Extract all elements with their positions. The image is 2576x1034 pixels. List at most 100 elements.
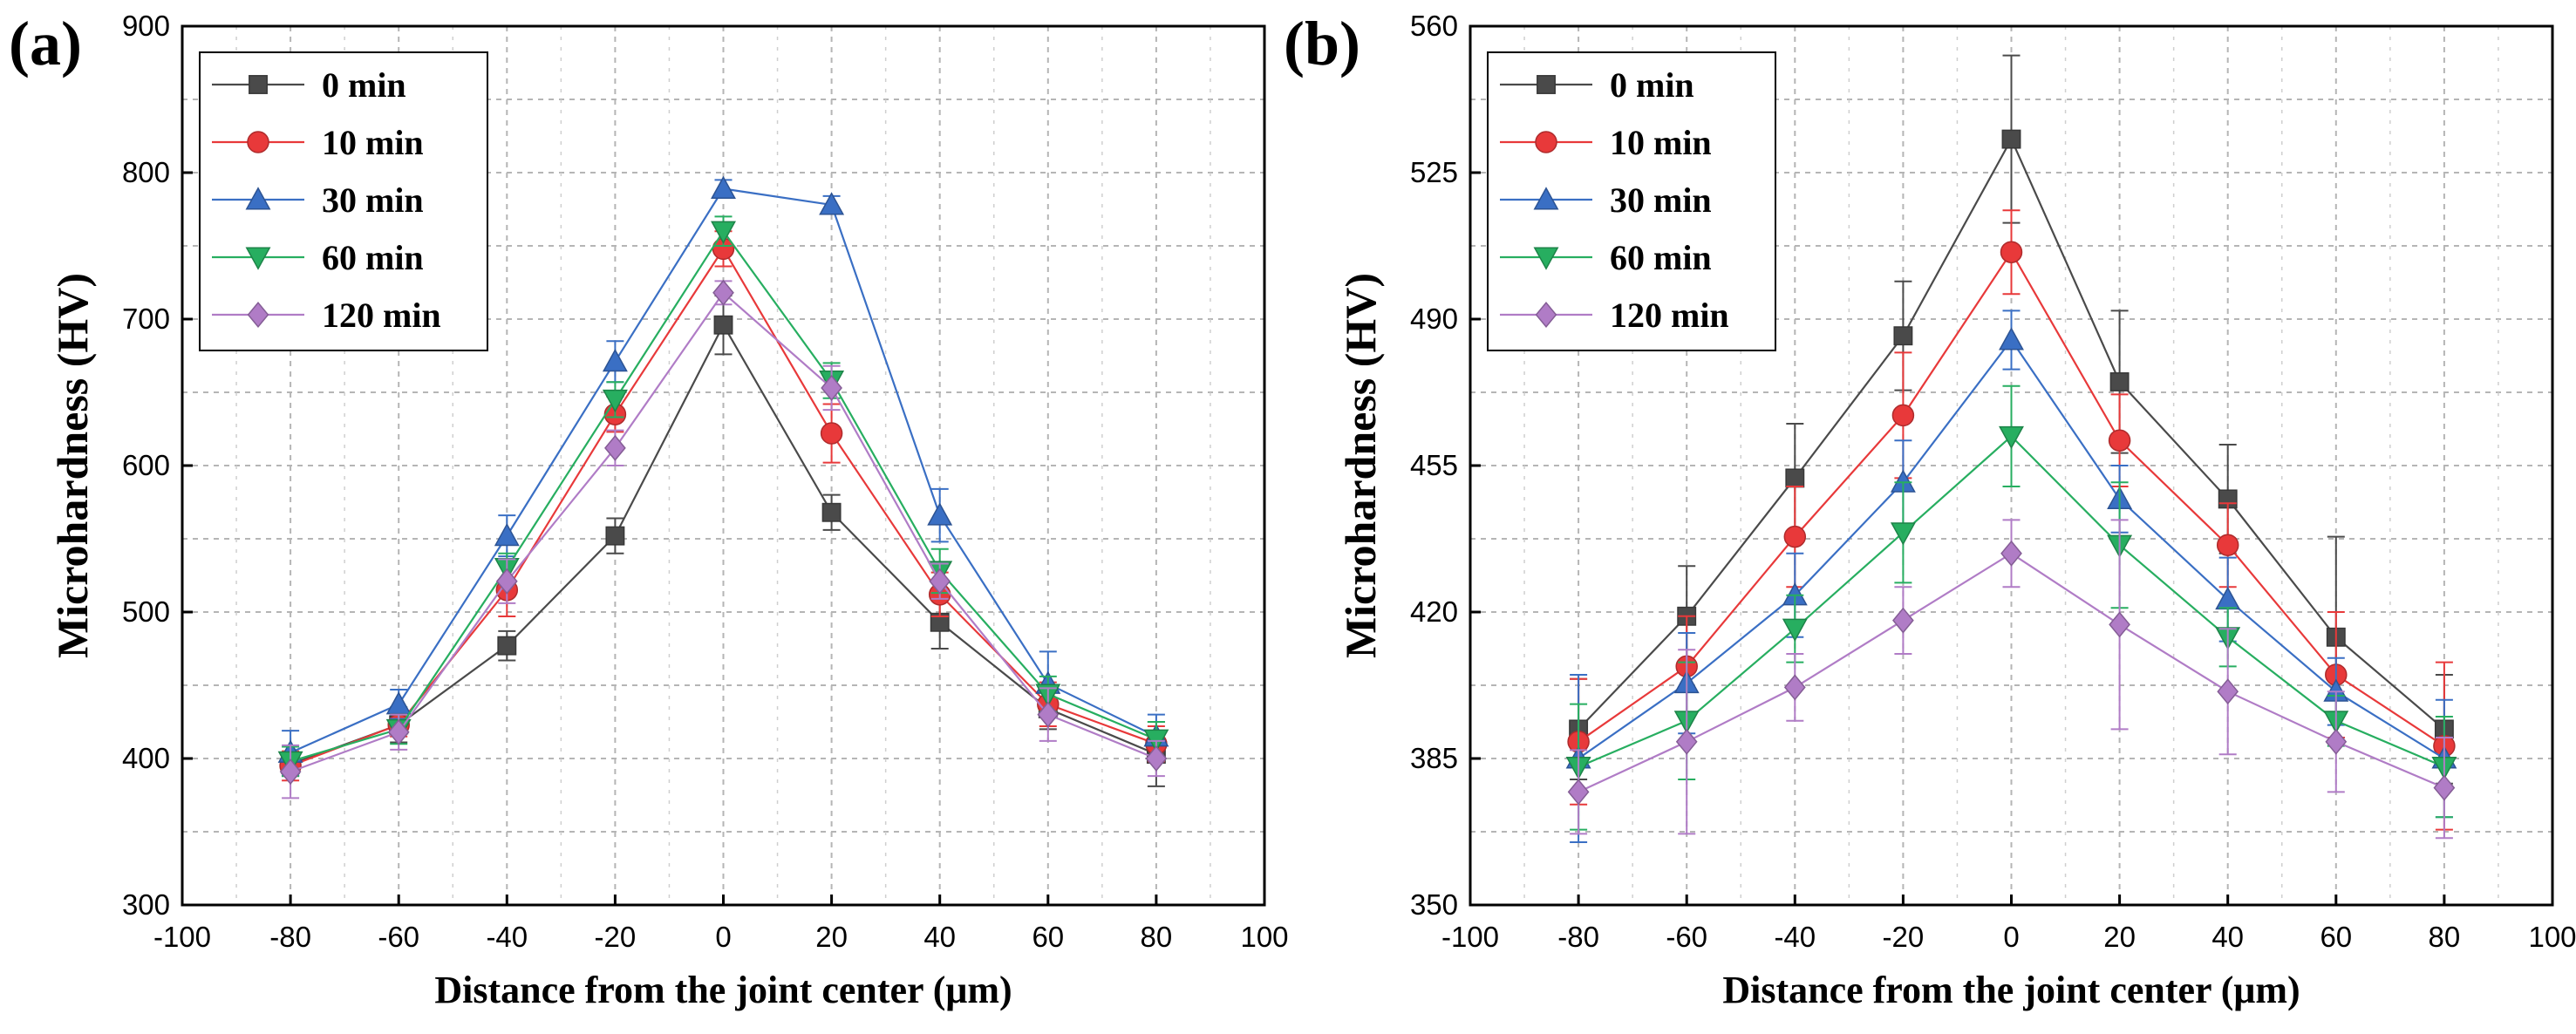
panel-a-data-point bbox=[604, 434, 626, 461]
panel-b-data-point bbox=[2216, 534, 2239, 556]
panel-b-legend-marker bbox=[1533, 187, 1559, 210]
panel-b-data-point bbox=[2000, 540, 2022, 567]
panel-b-legend: 0 min 10 min 30 min 60 min 120 min bbox=[1487, 51, 1776, 351]
panel-b-data-point bbox=[1783, 525, 1807, 548]
panel-b-data-point bbox=[2325, 728, 2348, 755]
panel-a-label: (a) bbox=[9, 9, 82, 78]
panel-a-y-tick-label: 500 bbox=[122, 595, 170, 628]
panel-a-y-tick-label: 400 bbox=[122, 742, 170, 774]
panel-b-y-tick-label: 350 bbox=[1410, 888, 1458, 921]
panel-b-data-point bbox=[1892, 607, 1914, 634]
panel-b-y-tick-label: 525 bbox=[1410, 156, 1458, 188]
panel-a-legend: 0 min 10 min 30 min 60 min 120 min bbox=[199, 51, 488, 351]
panel-b-y-tick-label: 560 bbox=[1410, 10, 1458, 42]
panel-a-y-axis-title: Microhardness (HV) bbox=[48, 273, 97, 658]
chart-panel-b: -100 -80 -60 -40 -20 0 20 40 60 80 100 350 385 420 455… bbox=[1336, 10, 2576, 1011]
panel-a-data-point bbox=[602, 348, 628, 372]
panel-b-data-point bbox=[1890, 522, 1916, 546]
panel-a-x-tick-label: -60 bbox=[378, 921, 419, 953]
panel-b-y-tick-label: 385 bbox=[1410, 742, 1458, 774]
panel-a-data-point bbox=[279, 758, 302, 786]
panel-b-data-point bbox=[2000, 241, 2023, 263]
panel-a-x-axis-title: Distance from the joint center (μm) bbox=[434, 969, 1012, 1011]
chart-panel-a: -100 -80 -60 -40 -20 0 20 40 60 80 100 300 400 500 600… bbox=[48, 10, 1288, 1011]
panel-a-x-tick-label: 80 bbox=[1141, 921, 1173, 953]
panel-b-legend-marker bbox=[1535, 302, 1557, 328]
panel-b-legend-marker bbox=[1537, 75, 1556, 94]
panel-a-data-point bbox=[387, 718, 410, 745]
panel-b-y-tick-label: 455 bbox=[1410, 449, 1458, 481]
panel-a-data-point bbox=[819, 192, 845, 215]
panel-a-ticks: -100 -80 -60 -40 -20 0 20 40 60 80 100 300 400 500 600… bbox=[122, 10, 1288, 953]
panel-a-legend-label: 30 min bbox=[322, 180, 424, 220]
panel-a-y-tick-label: 800 bbox=[122, 156, 170, 188]
panel-b-legend-box bbox=[1487, 51, 1776, 351]
panel-b-data-point bbox=[1785, 468, 1805, 488]
panel-a-data-point bbox=[495, 568, 518, 595]
panel-b-data-point bbox=[1782, 618, 1808, 642]
panel-b-x-tick-label: -100 bbox=[1441, 921, 1499, 953]
panel-b-data-point bbox=[2217, 678, 2239, 705]
panel-b-legend-label: 30 min bbox=[1610, 180, 1712, 220]
panel-b-data-point bbox=[1675, 728, 1698, 755]
panel-a-legend-marker bbox=[247, 131, 269, 153]
panel-b-legend-label: 10 min bbox=[1610, 123, 1712, 162]
panel-a-x-tick-label: 40 bbox=[923, 921, 956, 953]
panel-b-x-tick-label: -40 bbox=[1774, 921, 1816, 953]
panel-a-data-point bbox=[711, 175, 736, 200]
panel-a-y-tick-label: 600 bbox=[122, 449, 170, 481]
panel-b-x-tick-label: -20 bbox=[1883, 921, 1925, 953]
panel-b-legend-label: 60 min bbox=[1610, 238, 1712, 277]
panel-a-data-point bbox=[820, 422, 843, 445]
panel-a-legend-marker bbox=[245, 187, 271, 210]
panel-b-label: (b) bbox=[1284, 9, 1360, 78]
panel-a-legend-box bbox=[199, 51, 488, 351]
panel-a-legend-marker bbox=[245, 247, 271, 270]
panel-b-series-120min bbox=[1567, 519, 2456, 840]
panel-a-legend-marker bbox=[249, 75, 268, 94]
panel-a-legend-label: 0 min bbox=[322, 65, 406, 105]
panel-a-x-tick-label: 0 bbox=[715, 921, 731, 953]
panel-a-legend-label: 60 min bbox=[322, 238, 424, 277]
panel-a-data-point bbox=[929, 568, 951, 595]
panel-b-data-point bbox=[2001, 129, 2021, 149]
panel-b-x-tick-label: 80 bbox=[2429, 921, 2461, 953]
panel-a-data-point bbox=[712, 279, 734, 306]
panel-a-y-tick-label: 900 bbox=[122, 10, 170, 42]
panel-b-y-tick-label: 420 bbox=[1410, 595, 1458, 628]
panel-a-data-point bbox=[927, 502, 953, 526]
panel-b-legend-marker bbox=[1533, 247, 1559, 270]
panel-b-x-tick-label: 100 bbox=[2528, 921, 2576, 953]
panel-a-x-tick-label: 100 bbox=[1240, 921, 1288, 953]
panel-a-data-point bbox=[1145, 745, 1168, 772]
panel-a-data-point bbox=[821, 374, 842, 401]
panel-a-data-point bbox=[713, 315, 733, 335]
panel-b-data-point bbox=[1891, 404, 1915, 427]
panel-b-y-axis-title: Microhardness (HV) bbox=[1336, 273, 1385, 658]
panel-b-y-tick-label: 490 bbox=[1410, 303, 1458, 335]
panel-a-legend-label: 120 min bbox=[322, 296, 441, 335]
panel-a-data-point bbox=[1037, 701, 1060, 728]
panel-b-data-point bbox=[2433, 774, 2456, 801]
panel-a-data-point bbox=[602, 389, 628, 413]
panel-a-x-tick-label: -80 bbox=[269, 921, 311, 953]
panel-b-legend-label: 120 min bbox=[1610, 296, 1729, 335]
panel-b-x-tick-label: -60 bbox=[1666, 921, 1707, 953]
panel-a-x-tick-label: 60 bbox=[1032, 921, 1064, 953]
panel-a-x-tick-label: -100 bbox=[153, 921, 211, 953]
panel-b-x-tick-label: 60 bbox=[2320, 921, 2352, 953]
panel-a-data-point bbox=[821, 502, 842, 522]
panel-a-x-tick-label: -20 bbox=[595, 921, 637, 953]
panel-a-legend-label: 10 min bbox=[322, 123, 424, 162]
panel-b-x-tick-label: 40 bbox=[2211, 921, 2244, 953]
panel-b-series-10min bbox=[1567, 209, 2456, 831]
panel-b-x-axis-title: Distance from the joint center (μm) bbox=[1722, 969, 2300, 1011]
panel-b-data-point bbox=[1893, 326, 1913, 346]
panel-b-data-point bbox=[1999, 425, 2024, 450]
panel-b-data-point bbox=[2108, 429, 2131, 452]
panel-b-x-tick-label: 0 bbox=[2003, 921, 2019, 953]
panel-a-data-point bbox=[385, 691, 412, 715]
panel-a-y-tick-label: 300 bbox=[122, 888, 170, 921]
panel-b-legend-marker bbox=[1535, 131, 1557, 153]
